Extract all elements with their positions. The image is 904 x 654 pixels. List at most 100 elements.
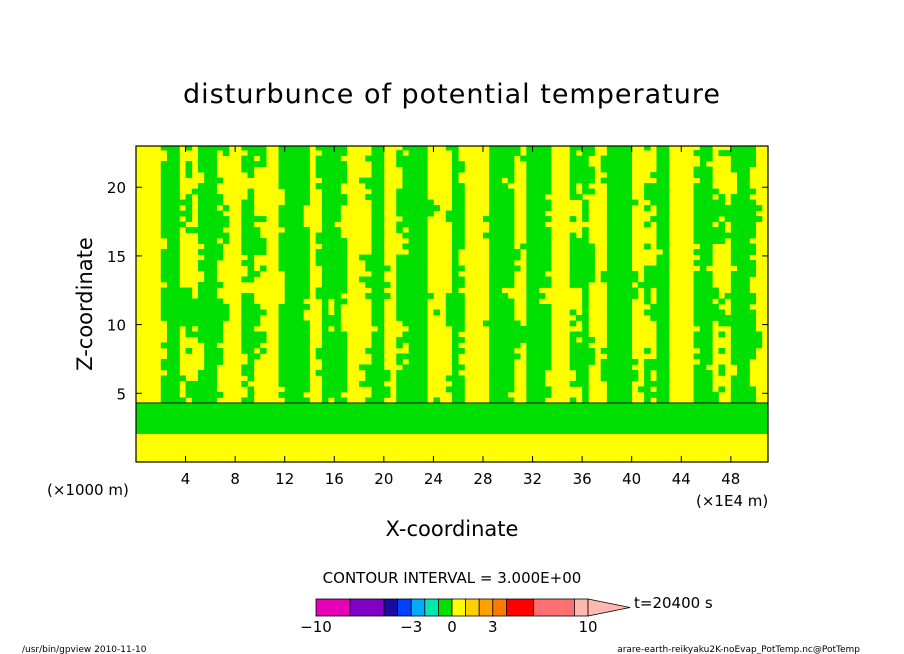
field-cell-negative xyxy=(173,358,180,365)
field-cell-negative xyxy=(204,155,211,162)
field-cell-negative xyxy=(160,205,168,211)
field-cell-negative xyxy=(507,210,515,217)
field-cell-negative xyxy=(259,155,267,162)
field-cell-negative xyxy=(706,221,713,228)
field-cell-negative xyxy=(501,260,509,266)
field-cell-negative xyxy=(737,353,744,360)
field-cell-negative xyxy=(421,150,428,157)
field-cell-negative xyxy=(613,238,620,244)
field-cell-negative xyxy=(371,282,379,288)
field-cell-negative xyxy=(365,265,372,272)
field-cell-negative xyxy=(619,358,626,365)
field-cell-negative xyxy=(166,177,174,184)
field-cell-negative xyxy=(569,320,577,327)
field-cell-negative xyxy=(575,194,583,200)
field-cell-negative xyxy=(538,342,546,349)
field-cell-negative xyxy=(495,325,502,332)
field-cell-negative xyxy=(278,304,286,310)
field-cell-negative xyxy=(160,380,168,387)
field-cell-negative xyxy=(166,221,174,228)
field-cell-negative xyxy=(501,342,509,349)
field-cell-negative xyxy=(421,380,428,387)
field-cell-negative xyxy=(359,254,366,261)
field-cell-negative xyxy=(495,331,502,338)
field-cell-negative xyxy=(204,161,211,168)
field-cell-negative xyxy=(507,243,515,250)
field-cell-negative xyxy=(489,309,496,316)
field-cell-negative xyxy=(334,276,341,283)
field-cell-negative xyxy=(303,336,310,343)
field-cell-negative xyxy=(185,304,193,310)
field-cell-negative xyxy=(569,254,577,261)
field-cell-negative xyxy=(371,232,379,239)
field-cell-negative xyxy=(179,320,186,327)
field-cell-negative xyxy=(582,172,589,178)
field-cell-negative xyxy=(173,205,180,211)
field-cell-negative xyxy=(421,391,428,398)
field-cell-negative xyxy=(526,271,533,277)
field-cell-negative xyxy=(297,155,304,162)
field-cell-negative xyxy=(489,397,496,404)
field-cell-negative xyxy=(693,166,701,173)
field-cell-negative xyxy=(284,282,292,288)
field-cell-negative xyxy=(408,146,416,151)
field-cell-negative xyxy=(526,369,533,376)
field-cell-negative xyxy=(222,221,230,228)
field-cell-negative xyxy=(538,243,546,250)
field-cell-negative xyxy=(644,265,651,272)
field-cell-negative xyxy=(507,347,515,354)
field-cell-negative xyxy=(402,194,410,200)
field-cell-negative xyxy=(501,172,509,178)
field-cell-negative xyxy=(588,336,595,343)
field-cell-negative xyxy=(706,205,713,211)
field-cell-negative xyxy=(575,238,583,244)
field-cell-negative xyxy=(377,249,385,255)
field-cell-negative xyxy=(582,293,589,299)
field-cell-negative xyxy=(334,172,341,178)
field-cells xyxy=(160,146,763,404)
field-cell-negative xyxy=(526,254,533,261)
field-cell-negative xyxy=(210,358,217,365)
field-cell-negative xyxy=(575,375,583,382)
field-cell-negative xyxy=(173,221,180,228)
field-cell-negative xyxy=(544,177,552,184)
field-cell-negative xyxy=(185,216,193,222)
field-cell-negative xyxy=(290,166,298,173)
field-cell-negative xyxy=(383,375,391,382)
field-cell-negative xyxy=(371,227,379,233)
field-cell-negative xyxy=(712,210,719,217)
field-cell-negative xyxy=(625,155,633,162)
field-cell-negative xyxy=(334,260,341,266)
field-cell-negative xyxy=(166,304,174,310)
field-cell-negative xyxy=(532,150,540,157)
field-cell-negative xyxy=(204,265,211,272)
field-cell-negative xyxy=(328,320,335,327)
field-cell-negative xyxy=(321,177,329,184)
field-cell-negative xyxy=(538,249,546,255)
field-cell-negative xyxy=(290,282,298,288)
field-cell-negative xyxy=(297,238,304,244)
field-cell-negative xyxy=(507,260,515,266)
field-cell-negative xyxy=(699,150,707,157)
field-cell-negative xyxy=(662,210,670,217)
x-tick-label: 12 xyxy=(275,470,294,488)
field-cell-negative xyxy=(377,276,385,283)
field-cell-negative xyxy=(290,265,298,272)
field-cell-negative xyxy=(706,199,713,206)
field-cell-negative xyxy=(408,320,416,327)
field-cell-negative xyxy=(606,309,614,316)
field-cell-negative xyxy=(371,336,379,343)
field-cell-negative xyxy=(489,364,496,371)
field-cell-negative xyxy=(377,271,385,277)
field-cell-negative xyxy=(371,314,379,321)
field-cell-negative xyxy=(185,298,193,305)
field-cell-negative xyxy=(241,342,248,349)
field-cell-negative xyxy=(650,364,657,371)
field-cell-negative xyxy=(160,293,168,299)
field-cell-negative xyxy=(315,155,323,162)
field-cell-negative xyxy=(340,243,348,250)
field-cell-negative xyxy=(495,298,502,305)
field-cell-negative xyxy=(501,221,509,228)
field-cell-negative xyxy=(328,161,335,168)
